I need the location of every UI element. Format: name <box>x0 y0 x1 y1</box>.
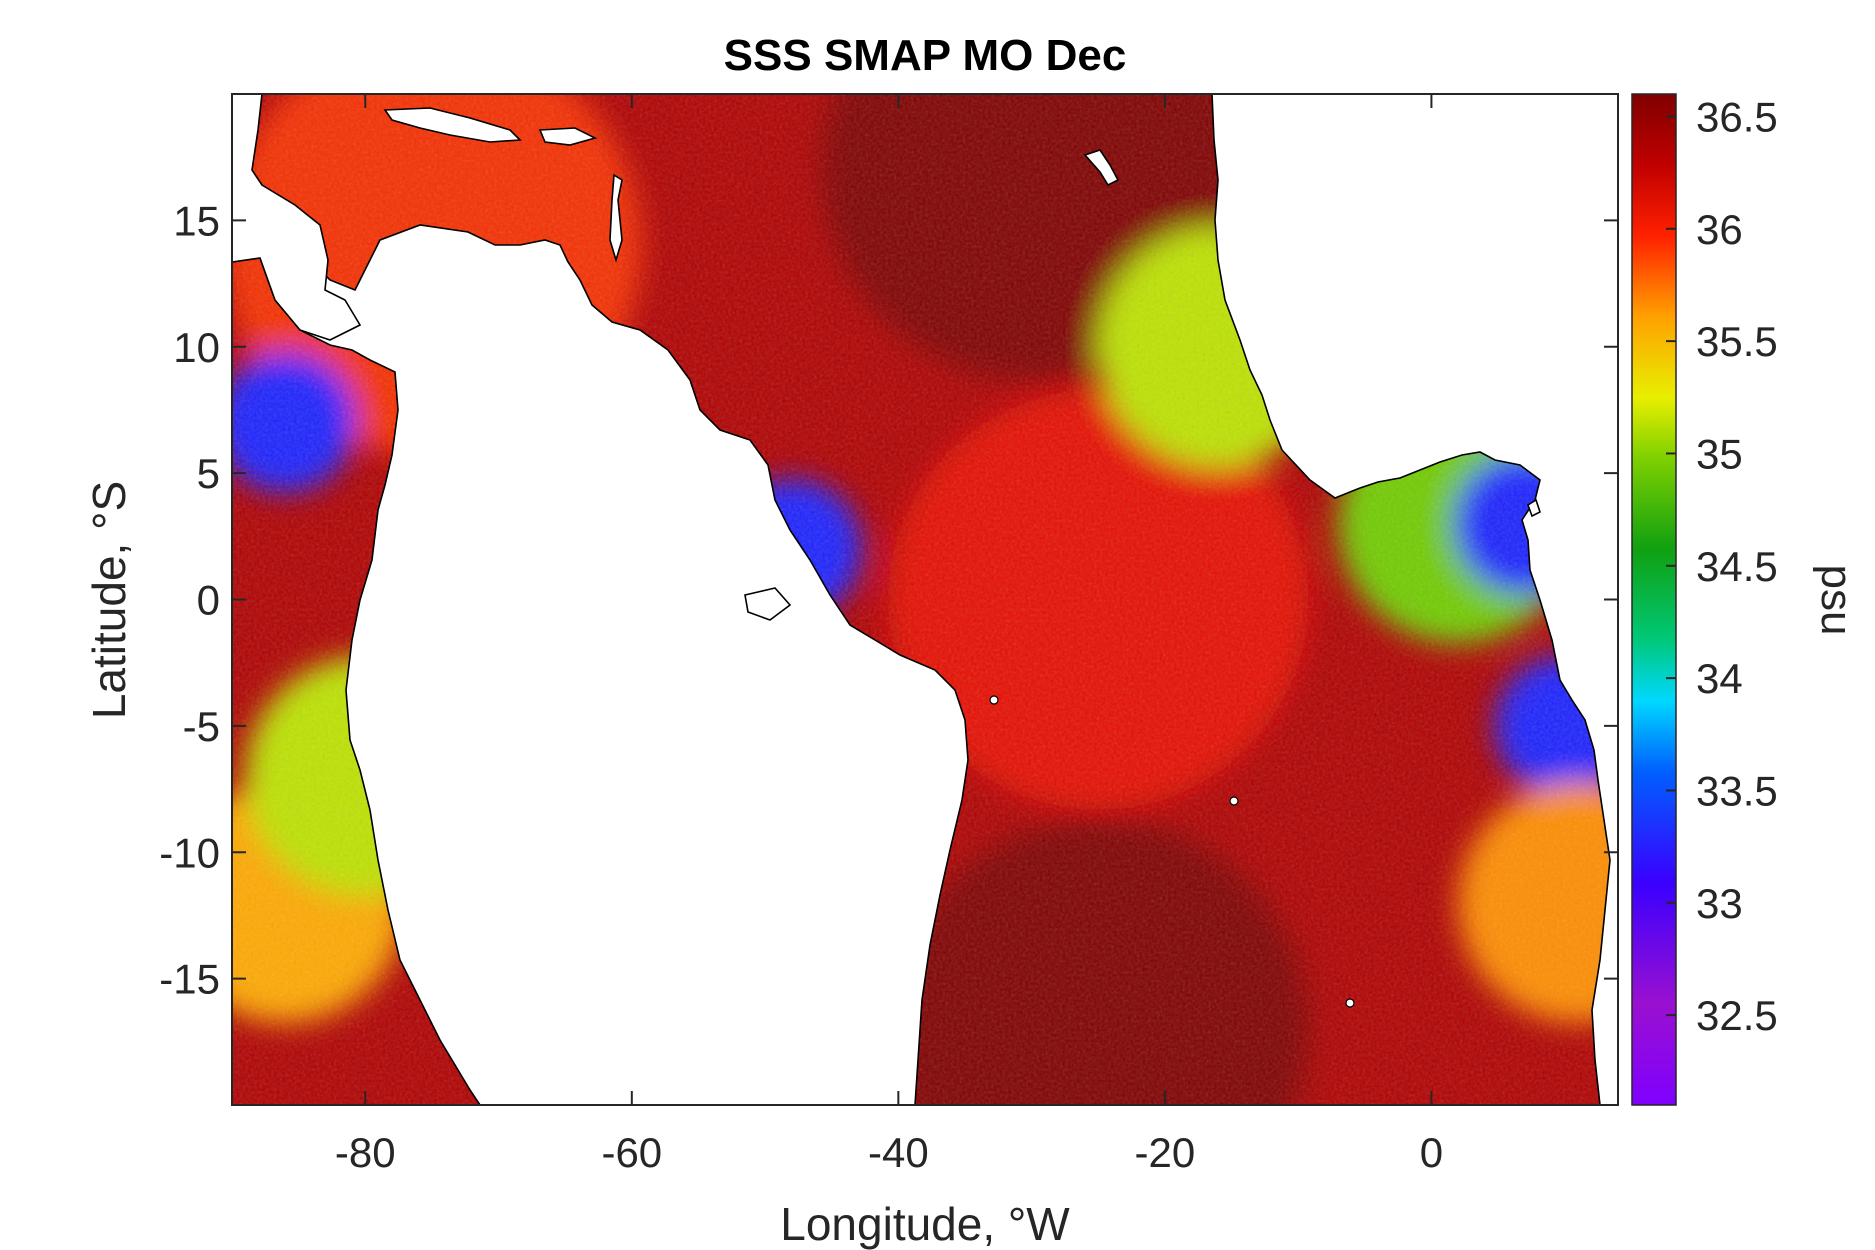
y-axis: 15 10 5 0 -5 -10 -15 <box>159 197 1618 1003</box>
colorbar-tick-label: 34.5 <box>1696 543 1778 590</box>
x-tick-label: -40 <box>868 1129 929 1176</box>
x-axis-label: Longitude, °W <box>780 1198 1070 1250</box>
chart-title: SSS SMAP MO Dec <box>724 31 1127 80</box>
y-tick-label: -10 <box>159 829 220 876</box>
x-tick-label: -20 <box>1135 1129 1196 1176</box>
hispaniola-island <box>538 127 598 146</box>
x-axis: -80 -60 -40 -20 0 <box>335 94 1443 1176</box>
central-america-mexico-landmass <box>232 94 362 341</box>
colorbar-tick-label: 35 <box>1696 430 1743 477</box>
y-tick-label: 5 <box>197 450 220 497</box>
fernando-de-noronha-dot <box>989 695 999 705</box>
south-america-landmass <box>232 184 969 1105</box>
bioko-island <box>1527 498 1541 518</box>
y-tick-label: 0 <box>197 577 220 624</box>
y-tick-label: -15 <box>159 956 220 1003</box>
colorbar-tick-label: 33 <box>1696 880 1743 927</box>
colorbar-label: psu <box>1812 565 1861 636</box>
y-axis-label: Latitude, °S <box>83 481 135 719</box>
y-tick-label: -5 <box>183 703 220 750</box>
land-masses <box>232 94 1618 1105</box>
colorbar-tick-label: 35.5 <box>1696 318 1778 365</box>
colorbar-tick-label: 36.5 <box>1696 93 1778 140</box>
ascension-island-dot <box>1229 796 1239 806</box>
colorbar-ticks: 36.5 36 35.5 35 34.5 34 33.5 33 32.5 <box>1666 93 1778 1039</box>
colorbar-tick-label: 34 <box>1696 655 1743 702</box>
africa-landmass <box>1211 94 1618 1105</box>
colorbar-tick-label: 33.5 <box>1696 767 1778 814</box>
colorbar-tick-label: 36 <box>1696 206 1743 253</box>
colorbar-tick-label: 32.5 <box>1696 992 1778 1039</box>
st-helena-dot <box>1345 998 1355 1008</box>
y-tick-label: 10 <box>173 324 220 371</box>
lesser-antilles <box>609 173 623 263</box>
y-tick-label: 15 <box>173 197 220 244</box>
colorbar: 36.5 36 35.5 35 34.5 34 33.5 33 32.5 psu <box>1631 93 1861 1106</box>
x-tick-label: -80 <box>335 1129 396 1176</box>
cape-verde-islands <box>1083 149 1120 187</box>
island-markers <box>989 695 1355 1008</box>
colorbar-gradient <box>1631 93 1677 1106</box>
map-plot-area <box>232 94 1618 1105</box>
cuba-island <box>383 107 522 143</box>
marajo-island <box>744 587 792 621</box>
x-tick-label: 0 <box>1420 1129 1443 1176</box>
x-tick-label: -60 <box>601 1129 662 1176</box>
